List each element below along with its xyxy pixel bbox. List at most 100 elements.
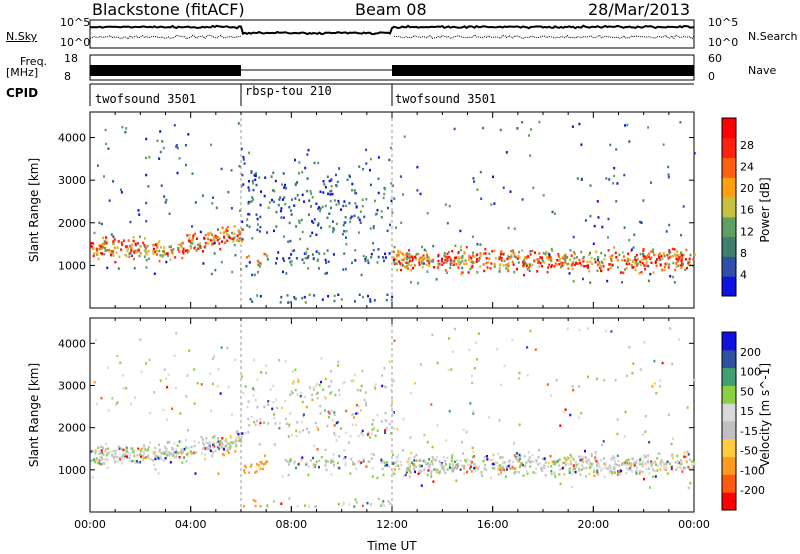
range-cell (210, 143, 212, 147)
range-cell (420, 484, 423, 487)
range-cell (303, 200, 305, 203)
range-cell (667, 413, 670, 417)
range-cell (246, 218, 249, 221)
range-cell (99, 456, 102, 459)
range-cell (105, 454, 108, 457)
range-cell (414, 255, 416, 259)
velocity-colorbar-tick: -100 (740, 464, 765, 477)
range-cell (645, 261, 648, 264)
range-cell (162, 250, 165, 254)
range-cell (653, 359, 656, 363)
range-cell (500, 468, 503, 472)
range-cell (672, 437, 674, 441)
range-cell (611, 263, 614, 267)
range-cell (613, 246, 615, 249)
range-cell (324, 464, 327, 467)
range-cell (229, 443, 232, 446)
range-cell (562, 263, 565, 266)
range-cell (691, 460, 694, 463)
range-cell (259, 460, 262, 464)
range-cell (263, 252, 266, 256)
range-cell (639, 470, 642, 473)
range-cell (237, 122, 240, 125)
range-cell (329, 193, 332, 196)
range-cell (436, 424, 439, 427)
range-cell (461, 254, 464, 258)
range-cell (347, 441, 350, 444)
range-cell (228, 236, 231, 239)
power-colorbar-tick: 4 (740, 268, 747, 281)
range-cell (580, 412, 583, 415)
range-cell (357, 231, 360, 234)
range-cell (312, 465, 315, 469)
range-cell (187, 446, 190, 450)
range-cell (677, 460, 680, 463)
range-cell (546, 256, 548, 259)
range-cell (158, 240, 161, 243)
range-cell (171, 252, 174, 255)
range-cell (254, 423, 257, 426)
range-cell (194, 232, 197, 236)
range-cell (223, 453, 226, 457)
range-cell (411, 461, 413, 465)
range-cell (628, 258, 631, 262)
range-cell (333, 464, 335, 467)
range-cell (399, 250, 402, 254)
range-cell (538, 260, 540, 264)
range-cell (596, 256, 599, 259)
range-cell (452, 263, 455, 267)
range-cell (574, 467, 576, 471)
range-cell (686, 266, 688, 270)
range-cell (303, 261, 306, 264)
range-cell (417, 472, 420, 475)
range-cell (316, 259, 319, 263)
range-cell (251, 273, 253, 277)
range-cell (369, 298, 372, 301)
range-cell (97, 164, 99, 167)
range-cell (589, 260, 592, 264)
range-cell (254, 504, 257, 508)
range-cell (107, 249, 110, 252)
range-cell (311, 231, 314, 235)
range-cell (498, 419, 501, 422)
range-cell (317, 223, 320, 227)
range-cell (676, 250, 679, 253)
range-cell (296, 505, 299, 508)
range-cell (416, 252, 419, 256)
range-cell (478, 465, 481, 469)
range-cell (345, 267, 347, 271)
range-cell (480, 197, 483, 200)
range-cell (265, 371, 267, 375)
range-cell (572, 469, 575, 473)
range-cell (406, 460, 408, 464)
range-cell (672, 261, 675, 265)
range-cell (318, 459, 321, 463)
range-cell (152, 459, 155, 462)
x-tick-label: 12:00 (376, 518, 408, 531)
range-cell (180, 451, 183, 455)
range-cell (430, 472, 433, 475)
colorbar-segment (722, 256, 736, 277)
range-cell (204, 457, 206, 461)
range-cell (157, 457, 160, 460)
range-cell (237, 432, 240, 436)
range-cell (332, 227, 335, 230)
freq-block-1 (90, 65, 241, 76)
range-cell (616, 182, 619, 185)
range-cell (146, 455, 149, 459)
range-cell (591, 463, 594, 466)
range-cell (571, 261, 574, 265)
range-cell (358, 218, 361, 222)
range-cell (569, 453, 572, 457)
range-cell (343, 457, 346, 460)
range-cell (642, 255, 645, 258)
range-cell (670, 465, 673, 469)
range-cell (551, 249, 554, 253)
range-cell (675, 257, 678, 261)
range-cell (367, 294, 369, 298)
range-cell (255, 462, 258, 466)
range-cell (105, 142, 108, 146)
range-cell (377, 255, 380, 259)
range-cell (391, 184, 394, 188)
range-cell (446, 468, 449, 471)
